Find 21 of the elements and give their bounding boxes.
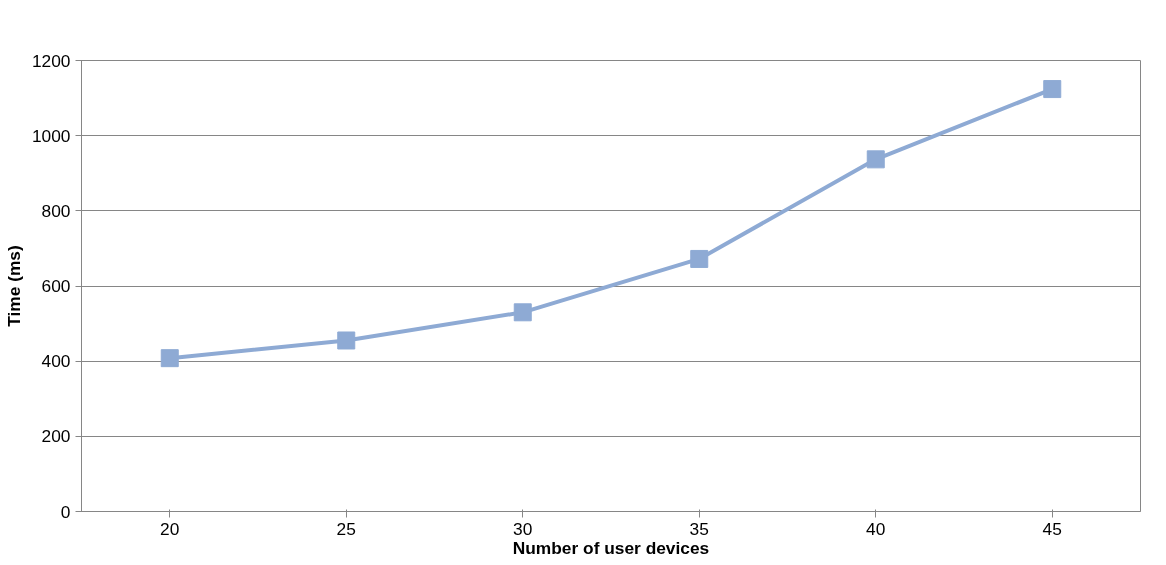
y-tick-label: 1000 [31, 125, 71, 146]
x-tick-label: 45 [1042, 518, 1062, 539]
point [1043, 80, 1062, 99]
point [337, 331, 356, 350]
y-tick-label: 0 [60, 501, 71, 522]
point [690, 249, 709, 268]
point [513, 303, 532, 322]
x-tick-label: 20 [160, 518, 180, 539]
x-tick-label: 40 [866, 518, 886, 539]
x-tick-label: 25 [336, 518, 356, 539]
point [160, 349, 179, 368]
x-tick-label: 35 [689, 518, 709, 539]
y-tick-label: 400 [41, 351, 71, 372]
point [866, 150, 885, 169]
y-tick-label: 1200 [31, 50, 71, 71]
x-tick-label: 30 [513, 518, 533, 539]
y-tick-label: 600 [41, 276, 71, 296]
y-tick-label: 800 [41, 200, 71, 221]
x-axis-title: Number of user devices [512, 537, 710, 558]
y-axis-title: Time (ms) [3, 245, 24, 327]
y-tick-label: 200 [41, 426, 71, 447]
